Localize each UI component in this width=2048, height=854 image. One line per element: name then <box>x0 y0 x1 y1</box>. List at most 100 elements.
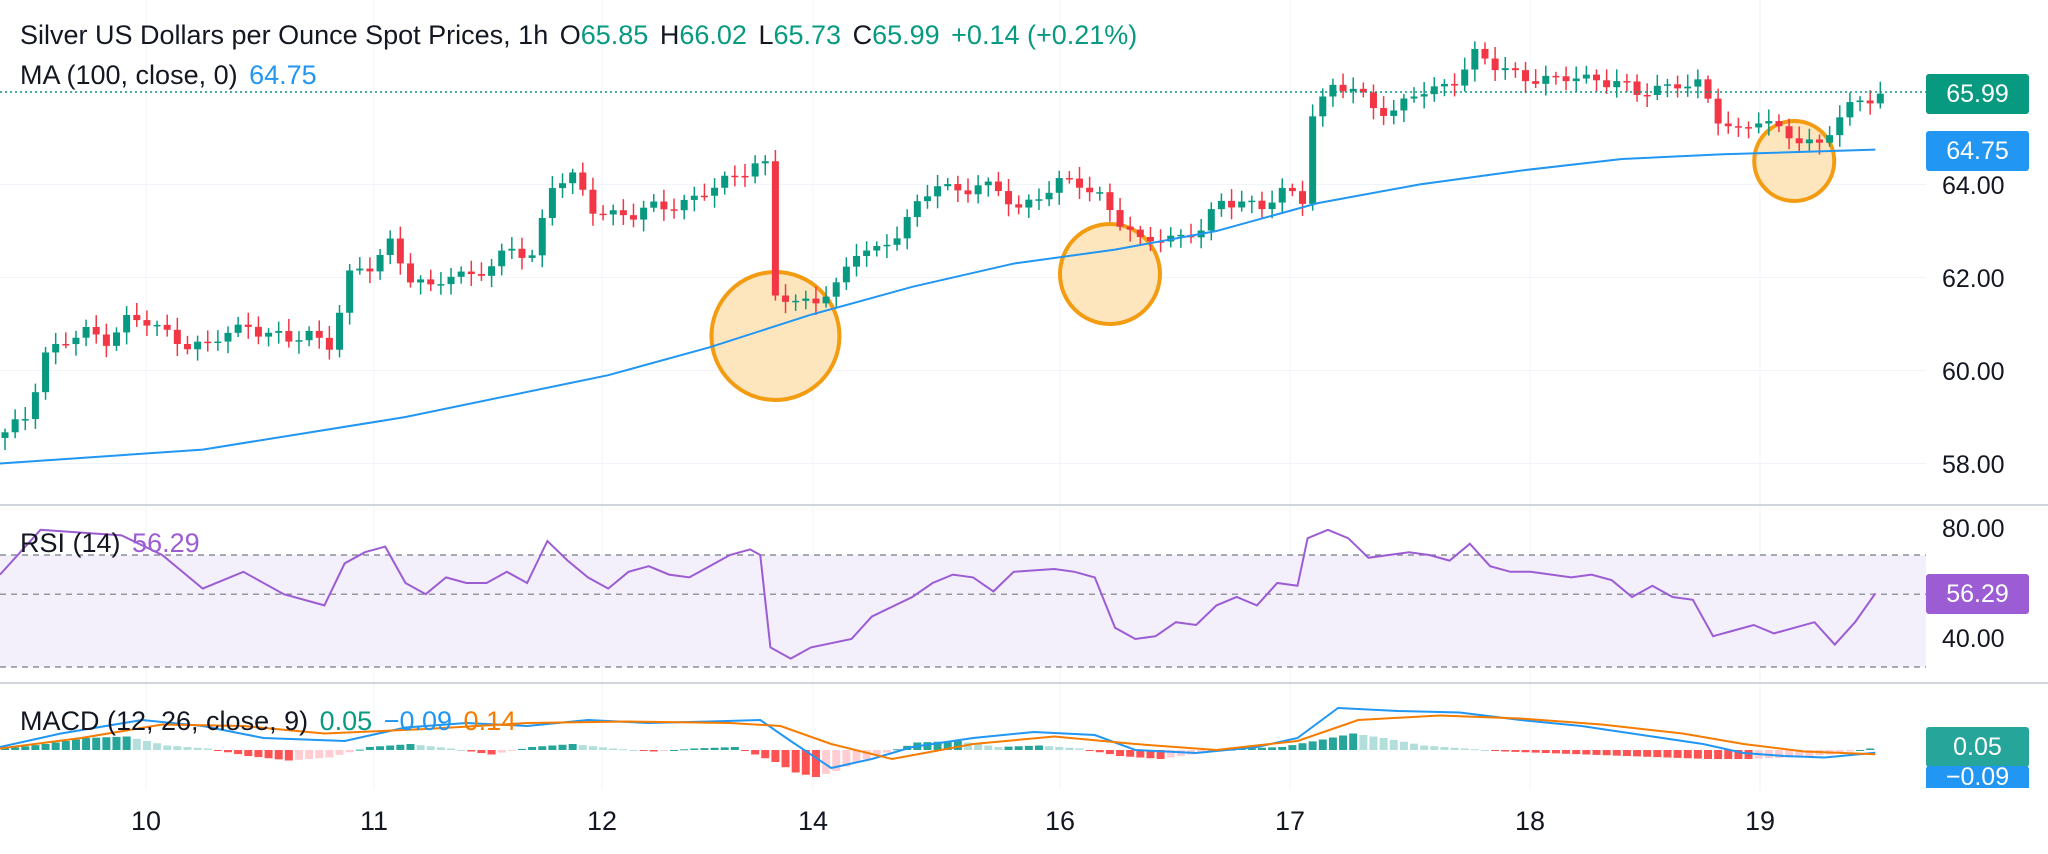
candle-body <box>1745 127 1753 129</box>
candle-body <box>295 340 303 342</box>
macd-histogram-bar <box>1308 741 1317 750</box>
macd-histogram-bar <box>254 750 263 758</box>
candle-body <box>224 332 232 342</box>
candle-body <box>366 268 374 272</box>
macd-histogram-bar <box>974 744 983 750</box>
candle-body <box>964 190 972 195</box>
candle-body <box>629 215 637 220</box>
candle-body <box>113 332 121 346</box>
macd-histogram-bar <box>1085 750 1094 751</box>
candle-body <box>1643 94 1651 97</box>
macd-histogram-bar <box>21 746 30 750</box>
close-value: 65.99 <box>872 20 940 50</box>
macd-histogram-bar <box>720 747 729 750</box>
candle-body <box>1714 98 1722 124</box>
macd-histogram-bar <box>700 748 709 750</box>
macd-histogram-bar <box>1470 749 1479 751</box>
candle-body <box>1268 202 1276 210</box>
candle-body <box>1055 178 1063 193</box>
macd-histogram-bar <box>41 744 50 750</box>
macd-histogram-bar <box>1693 750 1702 759</box>
macd-histogram-bar <box>791 750 800 773</box>
macd-histogram-bar <box>1653 750 1662 758</box>
rsi-legend-label: RSI (14) <box>20 528 121 558</box>
macd-histogram-bar <box>31 745 40 750</box>
macd-histogram-bar <box>1349 733 1358 750</box>
candle-body <box>1440 83 1448 87</box>
time-axis-label: 12 <box>586 806 618 836</box>
candle-body <box>792 300 800 303</box>
candle-body <box>569 172 577 184</box>
macd-histogram-bar <box>244 750 253 756</box>
candle-body <box>893 238 901 245</box>
macd-histogram-bar <box>893 749 902 751</box>
macd-histogram-bar <box>1663 750 1672 758</box>
candle-body <box>275 331 283 333</box>
macd-histogram-bar <box>568 744 577 750</box>
macd-histogram-bar <box>1146 750 1155 759</box>
candle-body <box>102 334 110 346</box>
candle-body <box>1288 187 1296 192</box>
ma-legend: MA (100, close, 0) 64.75 <box>20 60 321 91</box>
high-label: H <box>659 20 680 50</box>
macd-histogram-bar <box>1744 750 1753 759</box>
macd-histogram-bar <box>1075 748 1084 750</box>
candle-body <box>1795 138 1803 144</box>
macd-histogram-bar <box>680 749 689 751</box>
macd-histogram-bar <box>1491 750 1500 751</box>
candle-body <box>1076 178 1084 188</box>
time-axis-label: 10 <box>130 806 162 836</box>
rsi-line <box>0 528 1877 660</box>
candle-body <box>1177 234 1185 237</box>
macd-histogram-bar <box>1126 750 1135 757</box>
macd-histogram-bar <box>964 742 972 750</box>
candle-body <box>782 295 790 302</box>
candle-body <box>761 161 769 164</box>
candle-body <box>1015 204 1023 208</box>
macd-histogram-bar <box>1460 748 1469 750</box>
candle-body <box>194 341 202 350</box>
macd-histogram-bar <box>588 746 597 750</box>
macd-histogram-bar <box>1866 748 1875 750</box>
candle-body <box>711 187 719 196</box>
macd-histogram-bar <box>365 747 374 750</box>
candle-body <box>1603 80 1611 88</box>
macd-histogram-bar <box>953 741 962 750</box>
macd-histogram-bar <box>872 750 881 756</box>
candle-body <box>934 186 942 197</box>
candle-body <box>325 337 333 350</box>
candle-body <box>457 271 465 277</box>
candle-body <box>173 329 181 344</box>
macd-histogram-bar <box>1602 750 1611 756</box>
candle-body <box>1836 117 1844 136</box>
candle-body <box>974 185 982 195</box>
candle-body <box>1785 126 1793 139</box>
price-axis-label: 60.00 <box>1942 358 2005 386</box>
macd-histogram-bar <box>1399 741 1408 750</box>
price-axis-label: 58.00 <box>1942 451 2005 479</box>
candle-body <box>396 238 404 264</box>
macd-histogram-bar <box>832 750 841 771</box>
macd-histogram-bar <box>1734 750 1743 759</box>
macd-histogram-bar <box>355 749 364 751</box>
macd-histogram-bar <box>639 750 648 751</box>
macd-histogram-bar <box>1328 737 1337 750</box>
macd-histogram-bar <box>1116 750 1125 756</box>
macd-histogram-bar <box>61 741 70 750</box>
macd-histogram-bar <box>1795 750 1804 757</box>
macd-histogram-bar <box>294 750 303 760</box>
macd-histogram-bar <box>1156 750 1165 759</box>
candle-body <box>1045 192 1053 200</box>
macd-histogram-bar <box>477 750 486 753</box>
candle-body <box>822 296 830 304</box>
macd-histogram-bar <box>517 748 526 750</box>
chart-grid <box>0 0 1926 790</box>
candle-body <box>1339 84 1347 92</box>
macd-histogram-bar <box>1 748 9 750</box>
candle-body <box>1309 116 1317 204</box>
candle-body <box>1136 229 1144 238</box>
price-axis-label: 64.00 <box>1942 172 2005 200</box>
macd-histogram-bar <box>1430 746 1439 750</box>
macd-histogram-bar <box>436 747 445 750</box>
